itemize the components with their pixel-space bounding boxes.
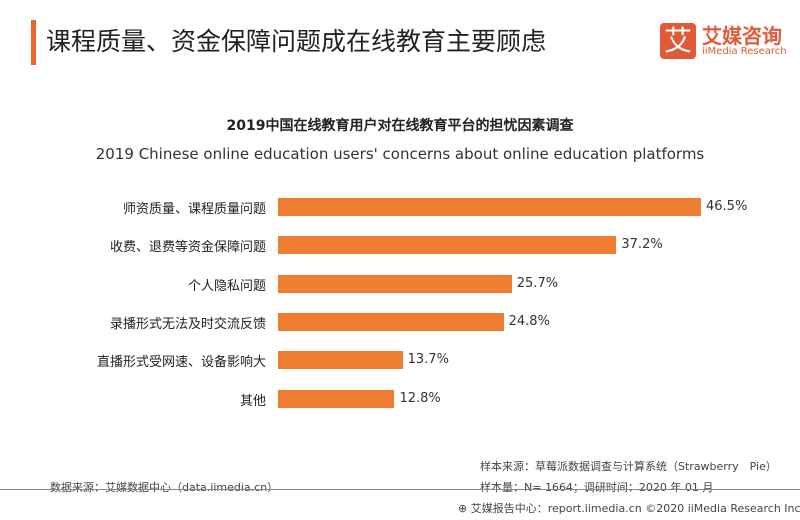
- value-label: 12.8%: [399, 390, 441, 406]
- globe-icon: ⊕: [458, 502, 468, 515]
- value-label: 46.5%: [706, 199, 748, 214]
- category-label: 直播形式受网速、设备影响大: [96, 355, 266, 371]
- category-label: 个人隐私问题: [187, 278, 266, 294]
- value-label: 25.7%: [516, 275, 559, 291]
- bar: [278, 198, 701, 216]
- bar: [278, 312, 504, 331]
- category-label: 录播形式无法及时交流反馈: [109, 316, 266, 332]
- category-label: 收费、退费等资金保障问题: [109, 240, 266, 256]
- brand-name-en: iiMedia Research: [702, 46, 787, 57]
- copyright: ⊕ 艾媒报告中心：report.iimedia.cn ©2020 iiMedia…: [458, 500, 800, 516]
- chart-title: 2019中国在线教育用户对在线教育平台的担忧因素调查: [226, 118, 574, 134]
- bar: [278, 351, 403, 370]
- bar: [278, 274, 512, 293]
- sample-size: 样本量：N= 1664；调研时间：2020 年 01 月: [480, 481, 714, 494]
- title-accent-bar: [31, 20, 36, 65]
- value-label: 24.8%: [508, 313, 550, 329]
- chart-subtitle: 2019 Chinese online education users' con…: [95, 145, 705, 163]
- value-label: 37.2%: [621, 237, 663, 253]
- value-label: 13.7%: [407, 352, 449, 368]
- page-title: 课程质量、资金保障问题成在线教育主要顾虑: [46, 27, 547, 56]
- copyright-text: 艾媒报告中心：report.iimedia.cn ©2020 iiMedia R…: [470, 502, 800, 515]
- category-label: 其他: [239, 393, 266, 409]
- brand-name-cn: 艾媒咨询: [702, 24, 782, 48]
- footer-divider: [0, 489, 800, 490]
- brand-logo-icon: 艾: [660, 23, 696, 59]
- data-source: 数据来源：艾媒数据中心（data.iimedia.cn）: [50, 481, 279, 494]
- category-label: 师资质量、课程质量问题: [122, 202, 266, 217]
- bar: [278, 236, 617, 255]
- bar: [278, 389, 395, 408]
- sample-source: 样本来源：草莓派数据调查与计算系统（Strawberry Pie）: [480, 460, 777, 473]
